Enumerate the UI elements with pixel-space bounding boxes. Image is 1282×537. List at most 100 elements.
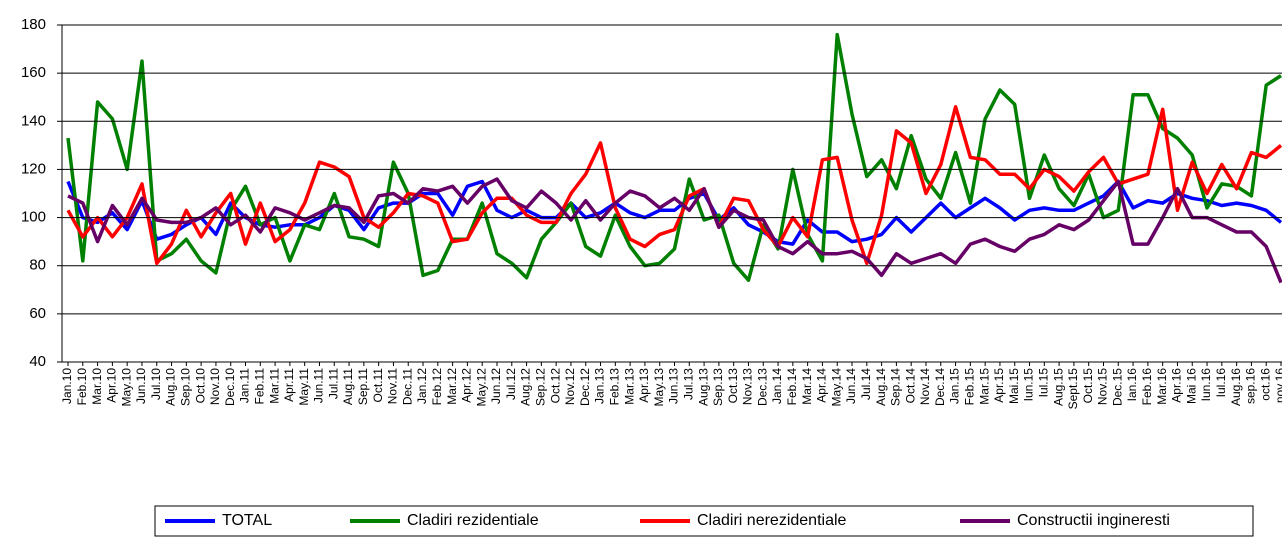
y-tick-label: 120: [21, 160, 46, 177]
x-tick-label: Aug.16: [1229, 368, 1243, 406]
x-tick-label: Jun.14: [844, 368, 858, 404]
x-tick-label: Mai 16: [1184, 368, 1198, 404]
x-tick-label: Jan.10: [60, 368, 74, 404]
y-tick-label: 180: [21, 16, 46, 33]
x-tick-label: Feb.10: [75, 368, 89, 406]
x-tick-label: Mar.15: [977, 368, 991, 405]
x-tick-label: Apr.13: [637, 368, 651, 403]
x-tick-label: Jun.11: [312, 368, 326, 403]
legend-label: Constructii ingineresti: [1017, 512, 1170, 529]
x-tick-label: Jul.14: [859, 368, 873, 400]
x-tick-label: Oct.10: [193, 368, 207, 404]
x-tick-label: Iul.16: [1214, 368, 1228, 398]
x-tick-label: Jul.11: [326, 368, 340, 399]
plot-area: [66, 32, 1282, 284]
x-tick-label: Sept.15: [1066, 368, 1080, 410]
y-tick-label: 80: [29, 257, 46, 274]
x-tick-label: Nov.10: [208, 368, 222, 405]
x-tick-label: Feb.13: [608, 368, 622, 406]
x-tick-label: Jan.14: [770, 368, 784, 404]
x-tick-label: nov.16: [1273, 368, 1282, 403]
x-tick-label: Oct.13: [726, 368, 740, 404]
x-tick-label: Feb.16: [1140, 368, 1154, 406]
legend-label: TOTAL: [222, 512, 272, 529]
x-tick-label: Apr.15: [992, 368, 1006, 403]
x-tick-label: Oct.15: [1081, 368, 1095, 404]
y-tick-label: 60: [29, 305, 46, 322]
x-tick-label: Apr.11: [282, 368, 296, 402]
x-tick-label: Dec.12: [578, 368, 592, 406]
x-tick-label: Sep.12: [534, 368, 548, 406]
x-tick-label: May.12: [474, 368, 488, 407]
x-tick-label: Feb.11: [252, 368, 266, 405]
x-tick-label: May.11: [297, 368, 311, 406]
x-tick-label: Iun.15: [1022, 368, 1036, 402]
x-tick-label: Mar.11: [267, 368, 281, 404]
x-tick-label: Sep.13: [711, 368, 725, 406]
x-tick-label: Apr.12: [460, 368, 474, 403]
series-line: [67, 177, 1282, 284]
x-tick-label: Nov.12: [563, 368, 577, 405]
x-tick-label: Feb.15: [963, 368, 977, 406]
series-line: [66, 105, 1282, 266]
x-tick-label: Dec.11: [400, 368, 414, 405]
x-tick-label: Oct.12: [548, 368, 562, 404]
x-tick-label: Oct.14: [903, 368, 917, 404]
x-tick-label: Mai.15: [1007, 368, 1021, 404]
x-tick-label: Nov.11: [386, 368, 400, 405]
x-tick-label: Mar.12: [445, 368, 459, 405]
x-tick-label: Dec.13: [755, 368, 769, 406]
x-tick-label: Jan.11: [238, 368, 252, 403]
x-tick-label: Aug.10: [164, 368, 178, 406]
x-tick-label: Aug.15: [1051, 368, 1065, 406]
x-tick-label: Aug.14: [874, 368, 888, 406]
x-tick-label: Apr.16: [1170, 368, 1184, 403]
x-tick-label: Mar.16: [1155, 368, 1169, 405]
x-tick-label: Oct.11: [371, 368, 385, 403]
y-tick-label: 40: [29, 353, 46, 370]
x-tick-label: Jul.13: [681, 368, 695, 400]
x-tick-label: Feb.14: [785, 368, 799, 406]
legend-label: Cladiri nerezidentiale: [697, 512, 847, 529]
x-tick-label: May.13: [652, 368, 666, 407]
x-tick-label: oct.16: [1258, 368, 1272, 401]
x-tick-label: Feb.12: [430, 368, 444, 406]
x-tick-label: Dec.15: [1110, 368, 1124, 406]
x-tick-label: sep.16: [1244, 368, 1258, 404]
x-tick-label: Mar.10: [90, 368, 104, 405]
x-tick-label: Jul.12: [504, 368, 518, 400]
x-tick-label: Jul.10: [149, 368, 163, 400]
x-tick-label: Jan.13: [593, 368, 607, 404]
x-tick-label: Aug.13: [696, 368, 710, 406]
x-tick-label: Nov.14: [918, 368, 932, 405]
x-tick-label: Sep.11: [356, 368, 370, 405]
y-tick-label: 160: [21, 64, 46, 81]
x-tick-label: Iul.15: [1036, 368, 1050, 398]
x-tick-label: Mar.14: [800, 368, 814, 405]
y-tick-label: 140: [21, 112, 46, 129]
x-tick-label: Nov.15: [1096, 368, 1110, 405]
legend-label: Cladiri rezidentiale: [407, 512, 539, 529]
x-tick-label: May.14: [829, 368, 843, 407]
x-tick-label: Jun.13: [667, 368, 681, 404]
x-tick-label: Apr.10: [105, 368, 119, 403]
x-tick-label: Iun.16: [1199, 368, 1213, 402]
x-tick-label: Dec.10: [223, 368, 237, 406]
x-tick-label: Jan.15: [948, 368, 962, 404]
x-tick-label: Nov.13: [741, 368, 755, 405]
x-tick-label: Jun.12: [489, 368, 503, 404]
x-tick-label: Jan.12: [415, 368, 429, 404]
x-tick-label: Sep.14: [889, 368, 903, 406]
x-tick-label: Dec.14: [933, 368, 947, 406]
x-tick-label: Aug.12: [519, 368, 533, 406]
x-tick-label: Mar.13: [622, 368, 636, 405]
legend-box: [154, 505, 1254, 537]
x-tick-label: Apr.14: [815, 368, 829, 403]
x-tick-label: Aug.11: [341, 368, 355, 405]
x-tick-label: Sep.10: [179, 368, 193, 406]
x-tick-label: Ian.16: [1125, 368, 1139, 402]
series-line: [66, 32, 1282, 282]
x-tick-label: Jun.10: [134, 368, 148, 404]
y-tick-label: 100: [21, 209, 46, 226]
